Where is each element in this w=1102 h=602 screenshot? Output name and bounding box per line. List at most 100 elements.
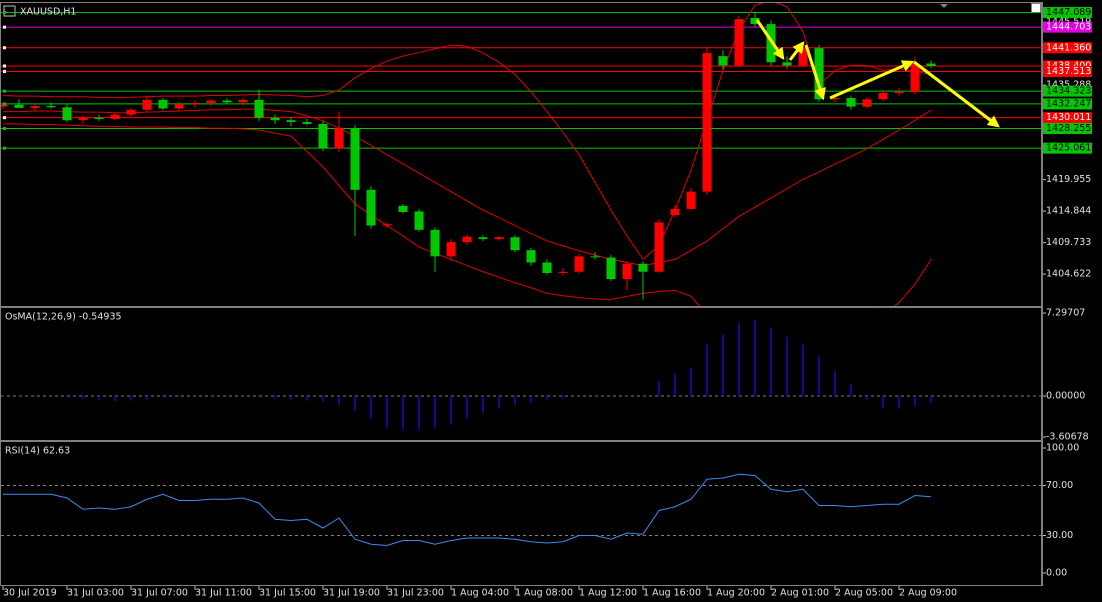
level-label: 1447.089 [1046, 7, 1091, 18]
candle-body [30, 106, 40, 108]
level-label: 1437.513 [1046, 66, 1091, 77]
level-label: 1432.247 [1046, 98, 1091, 109]
level-label-box [1043, 6, 1092, 18]
level-label: 1430.011 [1046, 112, 1091, 123]
candle-body [590, 256, 600, 258]
level-label-box [1043, 98, 1092, 110]
arrow [829, 60, 915, 100]
candle-body [926, 63, 936, 66]
candle-body [174, 104, 184, 109]
level-label: 1434.323 [1046, 86, 1091, 97]
candle-body [382, 224, 392, 226]
y-tick-label: 1414.844 [1046, 206, 1091, 217]
panel [1, 3, 1042, 306]
y-tick-label: 1409.733 [1046, 237, 1091, 248]
x-tick-label: 2 Aug 01:00 [771, 588, 829, 599]
candle-body [638, 263, 648, 272]
candle-body [46, 106, 56, 108]
y-tick-label: 0.00 [1046, 568, 1067, 579]
indicator-line [3, 108, 932, 267]
y-tick-label: 1419.955 [1046, 174, 1091, 185]
shift-marker[interactable] [940, 4, 948, 8]
panel-title: RSI(14) 62.63 [5, 446, 70, 457]
candle-body [302, 122, 312, 124]
candle-body [830, 98, 840, 100]
candle-body [222, 100, 232, 103]
level-label-box [1043, 65, 1092, 77]
candle-body [574, 256, 584, 272]
panel [1, 319, 1042, 431]
panel-title: OsMA(12,26,9) -0.54935 [5, 312, 122, 323]
candle-body [190, 102, 200, 105]
level-label: 1441.360 [1046, 42, 1091, 53]
candle-body [606, 257, 616, 280]
candle-body [702, 53, 712, 192]
candle-body [846, 98, 856, 107]
candle-body [910, 63, 920, 92]
level-label-box [1043, 42, 1092, 54]
candle-body [686, 191, 696, 209]
candle-body [414, 211, 424, 230]
level-marker [3, 10, 6, 14]
rsi-panel-frame [0, 441, 1042, 586]
candle-body [62, 107, 72, 121]
candle-body [110, 114, 120, 119]
candle-body [462, 236, 472, 243]
candle-body [334, 128, 344, 149]
main-panel-frame [0, 2, 1042, 307]
candle-body [798, 48, 808, 66]
candle-body [94, 117, 104, 119]
level-marker [3, 69, 6, 73]
x-tick-label: 1 Aug 16:00 [643, 588, 701, 599]
panel [1, 473, 1042, 547]
level-label-box [1043, 112, 1092, 124]
candle-body [734, 19, 744, 66]
level-label: 1428.255 [1046, 123, 1091, 134]
arrow [788, 41, 805, 61]
x-tick-label: 2 Aug 05:00 [835, 588, 893, 599]
candle-body [366, 189, 376, 226]
y-tick-label: 100.00 [1046, 443, 1079, 454]
candle-body [78, 117, 88, 121]
x-tick-label: 31 Jul 23:00 [387, 588, 444, 599]
candle-body [654, 222, 664, 272]
x-tick-label: 1 Aug 08:00 [515, 588, 573, 599]
y-tick-label: 0.00000 [1046, 391, 1085, 402]
y-tick-label: 7.29707 [1046, 308, 1085, 319]
level-marker [3, 126, 6, 130]
candle-body [622, 263, 632, 280]
y-tick-label: -3.60678 [1046, 432, 1089, 443]
level-marker [3, 64, 6, 68]
candle-body [670, 208, 680, 216]
candle-body [526, 250, 536, 263]
level-label: 1444.703 [1046, 22, 1091, 33]
level-label-box [1043, 122, 1092, 134]
candle-body [478, 237, 488, 240]
x-tick-label: 2 Aug 09:00 [899, 588, 957, 599]
candle-body [430, 229, 440, 257]
level-label-box [1043, 85, 1092, 97]
candle-body [318, 123, 328, 149]
candle-body [494, 237, 504, 240]
candle-body [398, 205, 408, 212]
x-tick-label: 1 Aug 04:00 [451, 588, 509, 599]
arrow [804, 44, 826, 101]
window-button[interactable] [1031, 3, 1041, 13]
candle-body [238, 99, 248, 103]
candle-body [286, 120, 296, 123]
x-tick-label: 31 Jul 11:00 [195, 588, 252, 599]
level-marker [3, 46, 6, 50]
candle-body [814, 48, 824, 100]
y-tick-label: 1404.622 [1046, 269, 1091, 280]
x-tick-label: 31 Jul 19:00 [323, 588, 380, 599]
indicator-line [3, 123, 932, 306]
candle-body [126, 109, 136, 115]
x-tick-label: 31 Jul 15:00 [259, 588, 316, 599]
y-tick-label: 30.00 [1046, 530, 1073, 541]
arrow [913, 60, 1000, 128]
candle-body [158, 99, 168, 109]
candle-body [558, 271, 568, 273]
